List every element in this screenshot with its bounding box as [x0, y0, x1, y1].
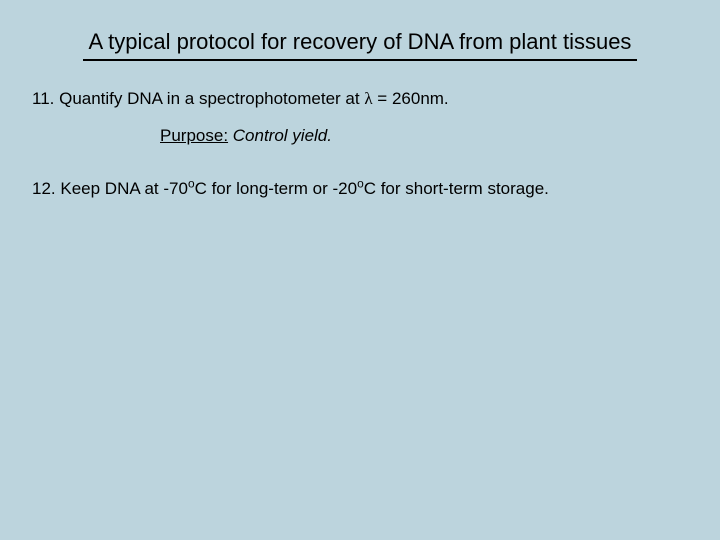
step-number: 12. — [32, 179, 56, 198]
step-text-pre: Keep DNA at -70 — [56, 179, 188, 198]
purpose-label: Purpose: — [160, 126, 228, 145]
step-number: 11. — [32, 89, 54, 108]
slide-title: A typical protocol for recovery of DNA f… — [83, 28, 638, 61]
step-12: 12. Keep DNA at -70oC for long-term or -… — [32, 178, 688, 201]
step-11: 11. Quantify DNA in a spectrophotometer … — [32, 88, 688, 111]
step-11-purpose: Purpose: Control yield. — [160, 125, 688, 148]
slide-body: 11. Quantify DNA in a spectrophotometer … — [32, 88, 688, 215]
purpose-text: Control yield. — [228, 126, 332, 145]
wavelength-value: 260 — [392, 89, 420, 108]
equals: = — [373, 89, 392, 108]
lambda-symbol: λ — [364, 89, 372, 108]
degree-symbol: o — [357, 176, 364, 190]
title-container: A typical protocol for recovery of DNA f… — [0, 28, 720, 61]
step-text-post: C for short-term storage. — [364, 179, 549, 198]
degree-symbol: o — [188, 176, 195, 190]
step-text-pre: Quantify DNA in a spectrophotometer at — [54, 89, 364, 108]
step-text-mid: C for long-term or -20 — [195, 179, 358, 198]
wavelength-unit: nm. — [420, 89, 448, 108]
slide: A typical protocol for recovery of DNA f… — [0, 0, 720, 540]
